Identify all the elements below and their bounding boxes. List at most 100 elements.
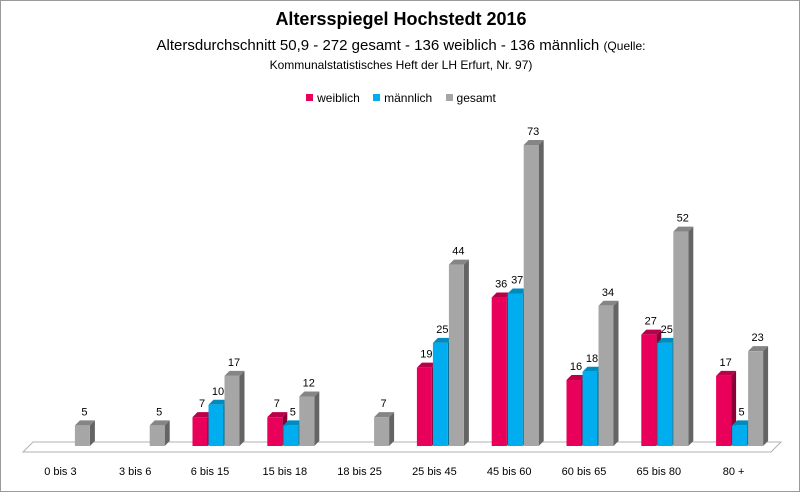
bar-front: [448, 264, 464, 446]
bar-side: [314, 391, 320, 446]
bar-top: [507, 288, 528, 294]
data-label: 5: [739, 406, 745, 418]
data-label: 7: [274, 398, 280, 410]
bar-front: [267, 417, 283, 446]
x-tick-label: 0 bis 3: [44, 466, 76, 478]
bar-top: [673, 226, 694, 232]
data-label: 36: [495, 279, 507, 291]
bar-gesamt-5: [448, 259, 469, 446]
data-label: 25: [661, 324, 673, 336]
bar-top: [224, 370, 245, 376]
bar-top: [208, 399, 229, 405]
bar-top: [716, 370, 737, 376]
bar-front: [491, 297, 507, 446]
bar-front: [283, 425, 299, 446]
bar-side: [688, 226, 694, 446]
data-label: 34: [602, 287, 614, 299]
bar-front: [432, 342, 448, 446]
bar-side: [538, 140, 544, 446]
legend-swatch-maennlich: [373, 94, 381, 101]
legend-label-weiblich: weiblich: [317, 91, 360, 105]
bar-gesamt-7: [598, 300, 619, 446]
data-label: 10: [212, 386, 224, 398]
bar-gesamt-1: [149, 420, 170, 446]
bar-front: [582, 371, 598, 446]
bar-front: [657, 342, 673, 446]
data-label: 25: [436, 324, 448, 336]
data-label: 37: [511, 274, 523, 286]
bar-top: [523, 140, 544, 145]
x-tick-label: 25 bis 45: [412, 466, 457, 478]
bar-front: [149, 425, 165, 446]
bar-side: [463, 259, 469, 446]
legend-item-maennlich: männlich: [373, 91, 432, 105]
bar-top: [448, 259, 469, 265]
bar-top: [74, 420, 95, 426]
bar-gesamt-8: [673, 226, 694, 446]
data-label: 27: [645, 316, 657, 328]
bar-front: [748, 351, 764, 446]
data-label: 7: [381, 398, 387, 410]
data-label: 5: [81, 406, 87, 418]
bar-top: [598, 300, 619, 306]
chart-legend: weiblich männlich gesamt: [1, 91, 800, 105]
bar-top: [641, 329, 662, 335]
bar-gesamt-6: [523, 140, 544, 446]
legend-swatch-gesamt: [445, 94, 453, 101]
data-label: 73: [527, 126, 539, 138]
data-label: 5: [290, 406, 296, 418]
bar-gesamt-3: [299, 391, 320, 446]
bar-top: [491, 292, 512, 298]
data-label: 52: [677, 213, 689, 225]
bar-front: [566, 380, 582, 446]
bar-front: [641, 334, 657, 446]
data-label: 23: [751, 332, 763, 344]
bar-side: [164, 420, 170, 446]
data-label: 44: [452, 246, 464, 258]
x-tick-label: 18 bis 25: [337, 466, 382, 478]
bar-top: [732, 420, 753, 426]
bar-side: [613, 300, 619, 446]
bar-side: [89, 420, 95, 446]
legend-swatch-weiblich: [306, 94, 314, 101]
bar-top: [299, 391, 320, 397]
bar-top: [192, 412, 213, 418]
data-label: 17: [228, 357, 240, 369]
x-tick-label: 45 bis 60: [487, 466, 532, 478]
legend-label-gesamt: gesamt: [456, 91, 496, 105]
bar-front: [74, 425, 90, 446]
bar-side: [763, 346, 769, 446]
bar-top: [374, 412, 395, 418]
bar-top: [566, 375, 587, 381]
bar-top: [582, 366, 603, 372]
data-label: 16: [570, 361, 582, 373]
bar-side: [389, 412, 395, 446]
bar-front: [374, 417, 390, 446]
bar-top: [267, 412, 288, 418]
bar-front: [507, 293, 523, 446]
x-tick-label: 60 bis 65: [562, 466, 607, 478]
bar-top: [748, 346, 769, 352]
chart-title: Altersspiegel Hochstedt 2016: [275, 9, 527, 29]
bar-top: [283, 420, 304, 426]
data-label: 19: [420, 349, 432, 361]
bar-top: [432, 337, 453, 343]
x-tick-label: 80 +: [723, 466, 745, 478]
bar-gesamt-9: [748, 346, 769, 446]
legend-item-gesamt: gesamt: [445, 91, 496, 105]
bar-front: [732, 425, 748, 446]
subtitle-source: (Quelle:: [603, 39, 646, 53]
bar-gesamt-2: [224, 370, 245, 446]
subtitle-main: Altersdurchschnitt 50,9 - 272 gesamt - 1…: [156, 37, 600, 54]
x-tick-label: 65 bis 80: [636, 466, 681, 478]
bar-gesamt-4: [374, 412, 395, 446]
bar-side: [239, 370, 245, 446]
bar-front: [192, 417, 208, 446]
legend-item-weiblich: weiblich: [306, 91, 360, 105]
bar-front: [523, 145, 539, 446]
bar-gesamt-0: [74, 420, 95, 446]
bar-front: [598, 305, 614, 446]
bar-front: [416, 367, 432, 446]
chart-subtitle: Altersdurchschnitt 50,9 - 272 gesamt - 1…: [1, 37, 800, 54]
